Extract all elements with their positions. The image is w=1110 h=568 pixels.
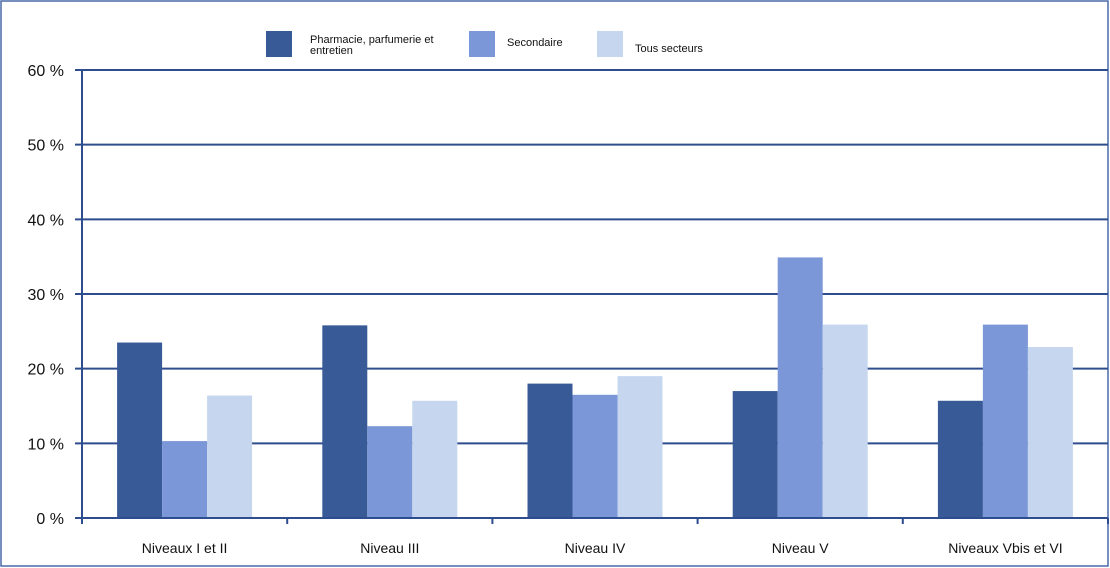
bar [617, 376, 663, 518]
bar [207, 395, 253, 518]
bar [322, 325, 368, 518]
legend-label: Secondaire [507, 37, 563, 49]
legend-label: Tous secteurs [635, 43, 703, 55]
bar [367, 426, 413, 518]
bar [162, 441, 208, 518]
bar [937, 400, 983, 518]
bar [982, 324, 1028, 518]
x-tick-label: Niveau V [772, 540, 829, 556]
y-tick-label: 10 % [28, 436, 64, 453]
bar [777, 257, 823, 518]
bar [822, 324, 868, 518]
x-tick-label: Niveaux Vbis et VI [948, 540, 1062, 556]
bar [732, 391, 778, 518]
y-tick-label: 40 % [28, 212, 64, 229]
bar [572, 394, 618, 518]
y-tick-label: 20 % [28, 362, 64, 379]
axes: 0 % 10 % 20 % 30 % 40 % 50 % 60 % Niveaux I et … [28, 63, 1109, 556]
gridlines [75, 69, 1108, 445]
bars [117, 257, 1073, 518]
bar [412, 400, 458, 518]
legend-swatch [597, 31, 623, 57]
x-tick-label: Niveau IV [565, 540, 626, 556]
legend-swatch [469, 31, 495, 57]
y-tick-label: 60 % [28, 63, 64, 80]
bar [527, 383, 573, 518]
x-tick-label: Niveau III [360, 540, 419, 556]
bar [117, 342, 163, 518]
x-tick-label: Niveaux I et II [142, 540, 228, 556]
y-tick-label: 50 % [28, 138, 64, 155]
legend: Pharmacie, parfumerie et entretien Seconda… [266, 31, 703, 57]
bar [1027, 347, 1073, 518]
y-tick-label: 30 % [28, 287, 64, 304]
legend-label: Pharmacie, parfumerie et entretien [310, 34, 434, 57]
y-tick-label: 0 % [36, 511, 64, 528]
legend-swatch [266, 31, 292, 57]
